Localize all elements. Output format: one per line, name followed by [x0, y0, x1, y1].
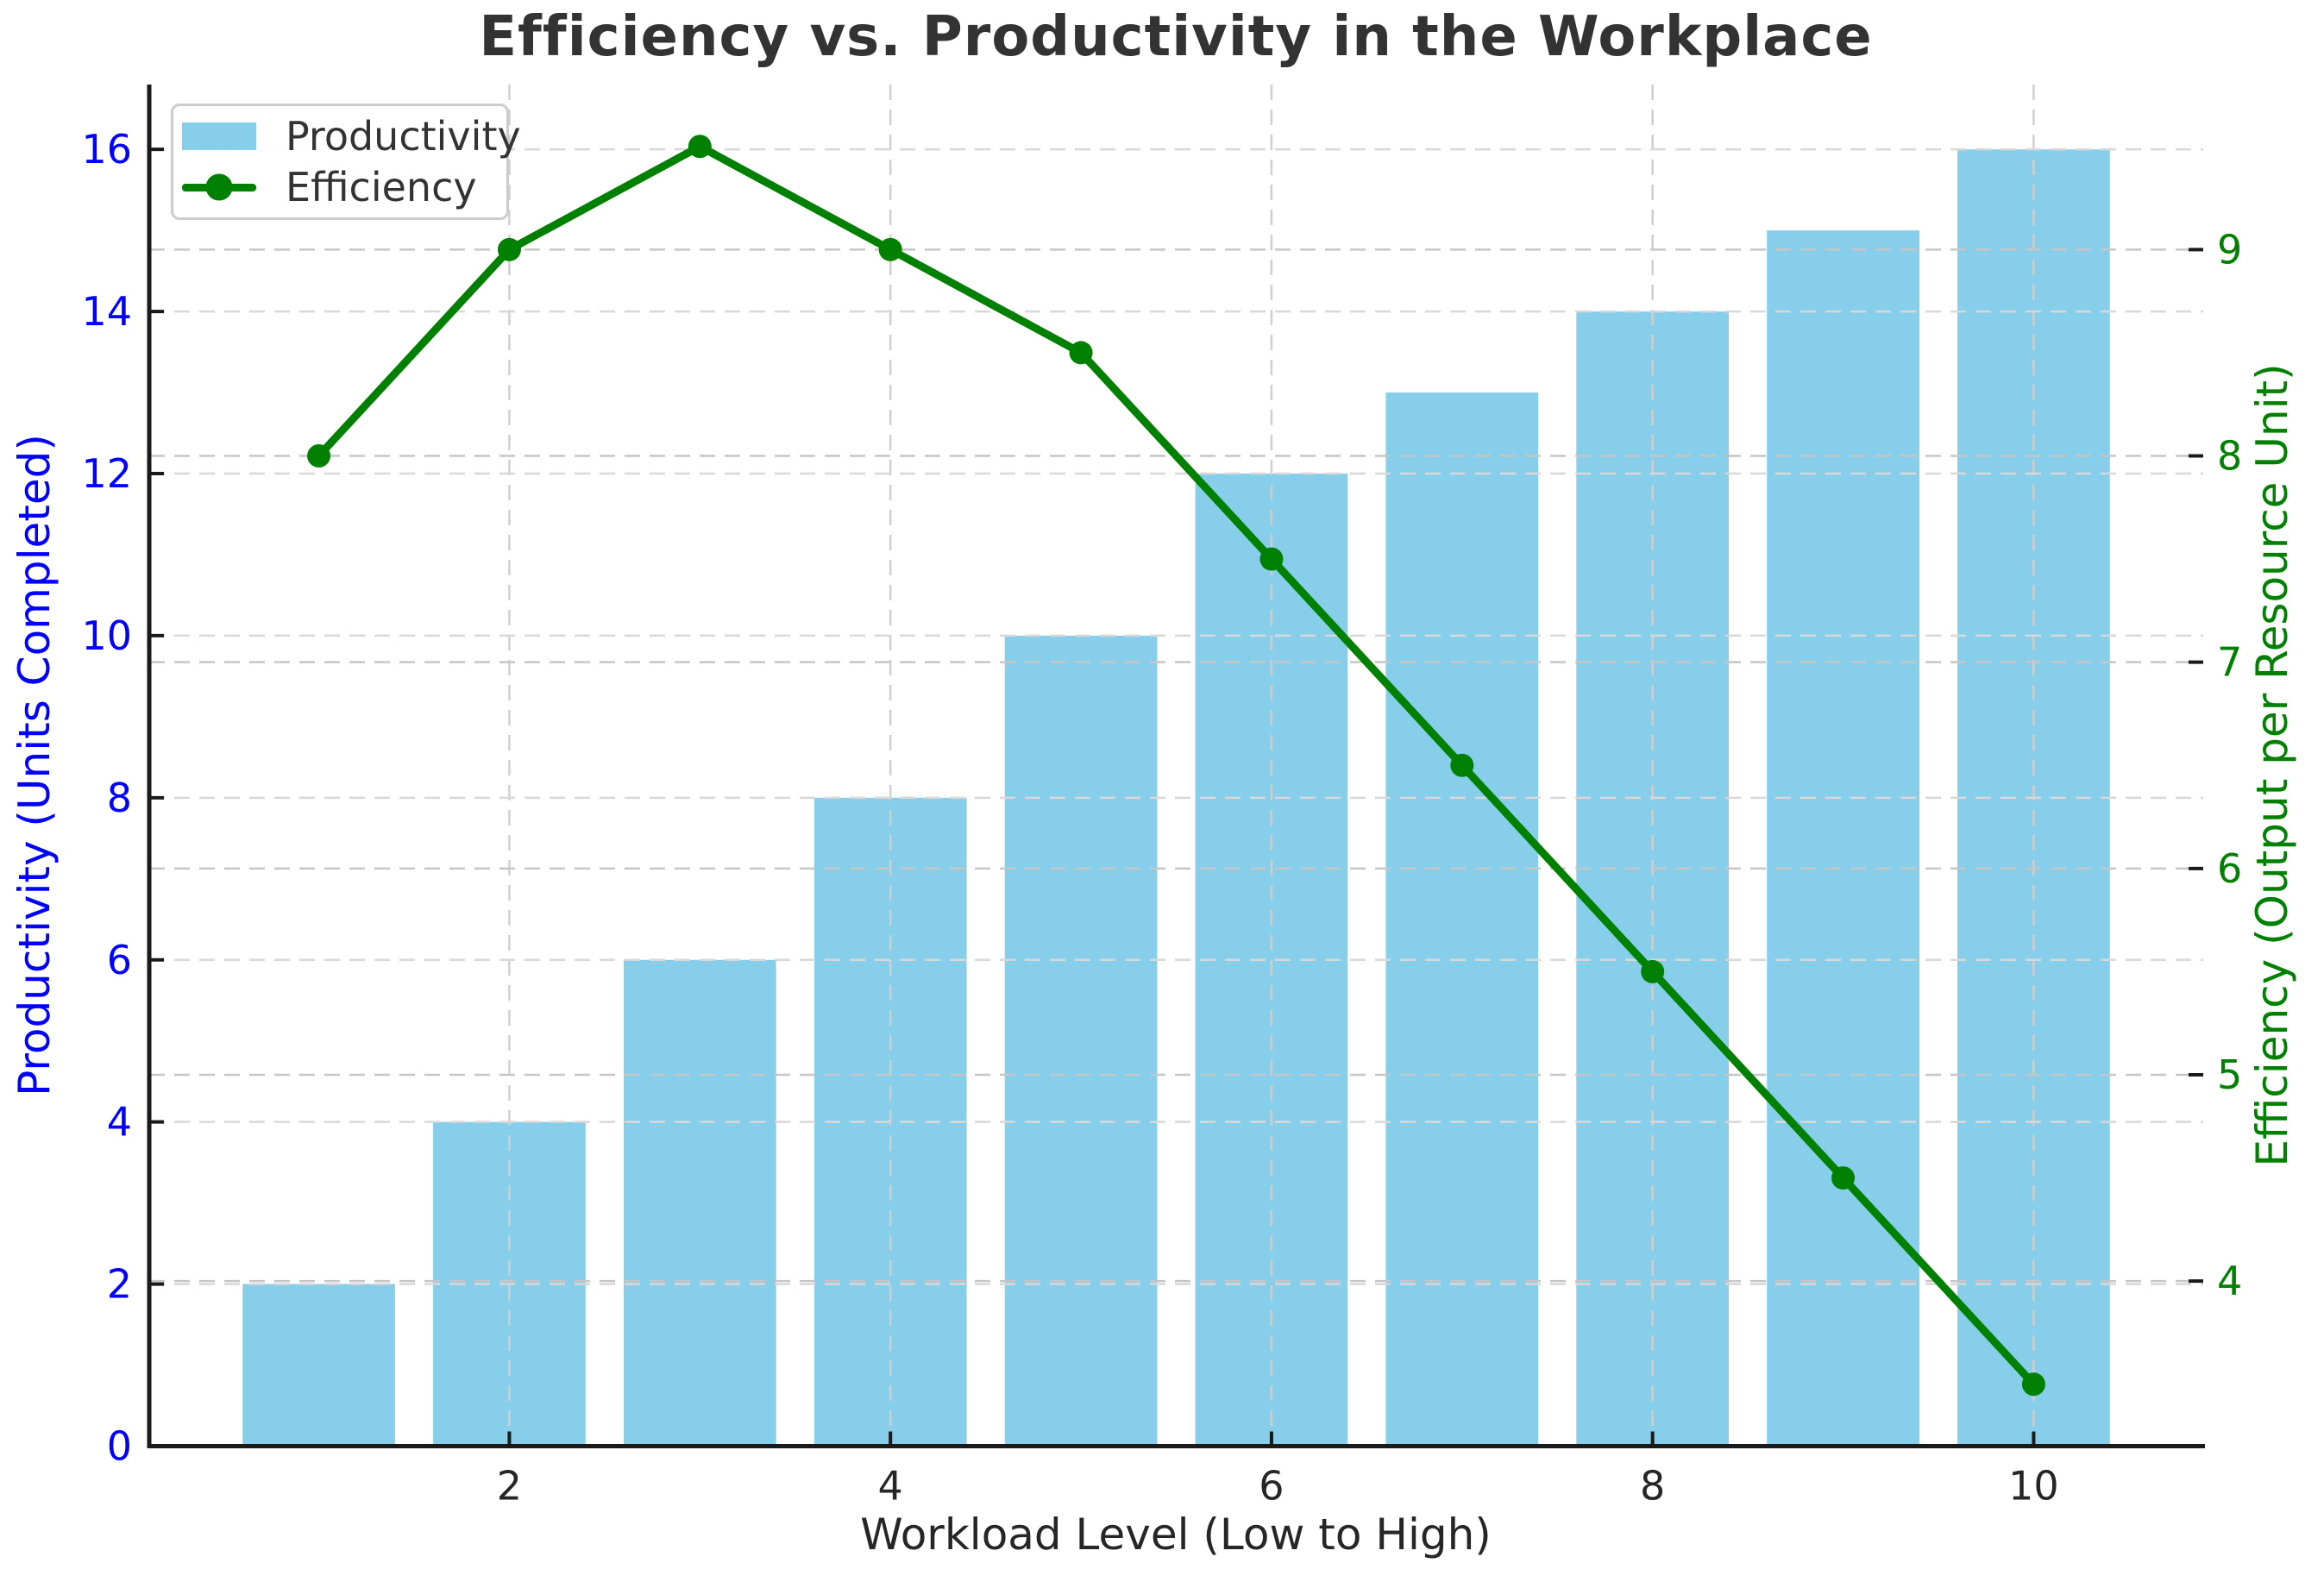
y-right-tick-label: 6: [2217, 845, 2242, 892]
legend-item-efficiency: Efficiency: [182, 163, 498, 211]
x-tick-label: 10: [2008, 1463, 2059, 1510]
y-axis-label-left: Productivity (Units Completed): [9, 434, 60, 1096]
y-left-tick-label: 4: [107, 1099, 132, 1146]
y-left-tick-label: 16: [81, 126, 132, 173]
y-left-tick-label: 6: [107, 937, 132, 983]
y-left-tick-label: 8: [107, 775, 132, 821]
bar-productivity: [1385, 392, 1539, 1447]
efficiency-point: [1069, 341, 1093, 365]
efficiency-point: [2021, 1372, 2045, 1397]
y-left-tick-label: 10: [81, 612, 132, 659]
bar-productivity: [242, 1284, 395, 1447]
bar-productivity: [1767, 230, 1919, 1447]
efficiency-point: [1641, 959, 1665, 983]
x-tick-label: 4: [878, 1463, 903, 1510]
y-left-tick-label: 0: [107, 1423, 132, 1470]
y-right-tick-label: 9: [2217, 226, 2242, 273]
efficiency-line: [315, 142, 2038, 1389]
productivity-bars: [242, 149, 2110, 1447]
efficiency-point: [1259, 547, 1284, 571]
y-left-tick-label: 14: [81, 288, 132, 335]
y-right-tick-label: 8: [2217, 433, 2242, 480]
x-tick-label: 2: [497, 1463, 522, 1510]
y-left-tick-label: 12: [81, 450, 132, 497]
x-tick-label: 8: [1640, 1463, 1665, 1510]
bar-productivity: [1576, 311, 1730, 1447]
tick-labels: 0 2 4 6 8 10 12 14 16 4 5 6 7 8 9 2 4 6 8 10: [81, 126, 2242, 1509]
legend-item-productivity: Productivity: [182, 112, 521, 160]
legend: Productivity Efficiency: [171, 104, 521, 220]
y-left-tick-label: 2: [107, 1261, 132, 1308]
legend-label-efficiency: Efficiency: [286, 164, 477, 210]
bar-swatch-icon: [182, 122, 256, 150]
bar-productivity: [623, 959, 776, 1447]
y-right-tick-label: 7: [2217, 639, 2242, 686]
efficiency-point: [688, 135, 712, 159]
y-right-tick-label: 5: [2217, 1052, 2242, 1098]
efficiency-point: [307, 444, 331, 468]
efficiency-point: [497, 237, 521, 261]
line-marker-icon: [182, 173, 256, 201]
chart-title: Efficiency vs. Productivity in the Workp…: [479, 5, 1873, 69]
y-right-tick-label: 4: [2217, 1258, 2242, 1304]
y-axis-label-right: Efficiency (Output per Resource Unit): [2247, 363, 2297, 1167]
efficiency-markers: [307, 135, 2045, 1397]
x-tick-label: 6: [1259, 1463, 1284, 1510]
left-gridlines: [149, 148, 2203, 1285]
efficiency-point: [1450, 753, 1474, 777]
tick-marks: [149, 148, 2203, 1448]
legend-label-productivity: Productivity: [286, 113, 521, 160]
efficiency-point: [1831, 1166, 1856, 1190]
bar-productivity: [1004, 635, 1158, 1447]
efficiency-point: [878, 237, 902, 261]
x-axis-label: Workload Level (Low to High): [860, 1510, 1492, 1560]
